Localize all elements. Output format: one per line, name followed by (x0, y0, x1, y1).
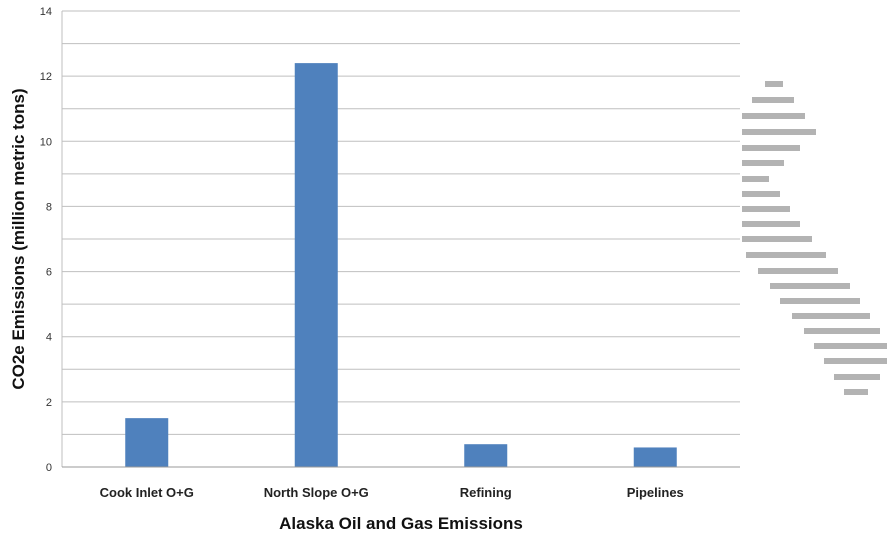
decoration-stripe (844, 389, 868, 395)
decoration-stripe (742, 160, 784, 166)
decoration-stripe (780, 298, 860, 304)
y-tick-label: 12 (40, 71, 52, 83)
y-tick-label: 8 (46, 201, 52, 213)
bar (634, 447, 677, 467)
y-tick-label: 6 (46, 267, 52, 279)
decoration-stripe (752, 97, 794, 103)
decoration-stripe (742, 176, 769, 182)
decoration-stripe (742, 145, 800, 151)
decoration-stripe (742, 113, 805, 119)
y-axis-title: CO2e Emissions (million metric tons) (9, 88, 28, 389)
decoration-stripe (824, 358, 887, 364)
gridlines (62, 11, 740, 467)
y-tick-label: 0 (46, 462, 52, 474)
decoration-stripe (742, 221, 800, 227)
x-category-label: Cook Inlet O+G (100, 485, 194, 500)
decoration-stripe (765, 81, 783, 87)
decoration-stripe (770, 283, 850, 289)
decoration-stripe (742, 206, 790, 212)
y-tick-label: 14 (40, 6, 52, 18)
decoration-stripe (742, 191, 780, 197)
x-category-labels: Cook Inlet O+G North Slope O+G Refining Pip… (100, 485, 684, 500)
decoration-stripe (834, 374, 880, 380)
decoration-stripe (814, 343, 887, 349)
striped-arrow-decoration (742, 81, 887, 395)
x-category-label: Pipelines (627, 485, 684, 500)
bar (464, 444, 507, 467)
decoration-stripe (792, 313, 870, 319)
y-tick-label: 10 (40, 136, 52, 148)
x-category-label: North Slope O+G (264, 485, 369, 500)
y-tick-label: 4 (46, 332, 52, 344)
y-tick-labels: 0 2 4 6 8 10 12 14 (40, 6, 52, 474)
decoration-stripe (804, 328, 880, 334)
decoration-stripe (742, 129, 816, 135)
decoration-stripe (758, 268, 838, 274)
decoration-stripe (746, 252, 826, 258)
bar (125, 418, 168, 467)
bar (295, 63, 338, 467)
x-category-label: Refining (460, 485, 512, 500)
x-axis-title: Alaska Oil and Gas Emissions (279, 514, 523, 533)
decoration-stripe (742, 236, 812, 242)
y-tick-label: 2 (46, 397, 52, 409)
bars (125, 63, 677, 467)
